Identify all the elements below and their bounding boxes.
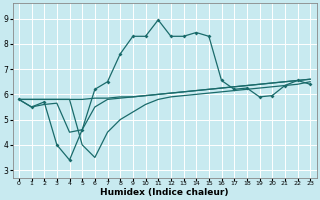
X-axis label: Humidex (Indice chaleur): Humidex (Indice chaleur) — [100, 188, 229, 197]
